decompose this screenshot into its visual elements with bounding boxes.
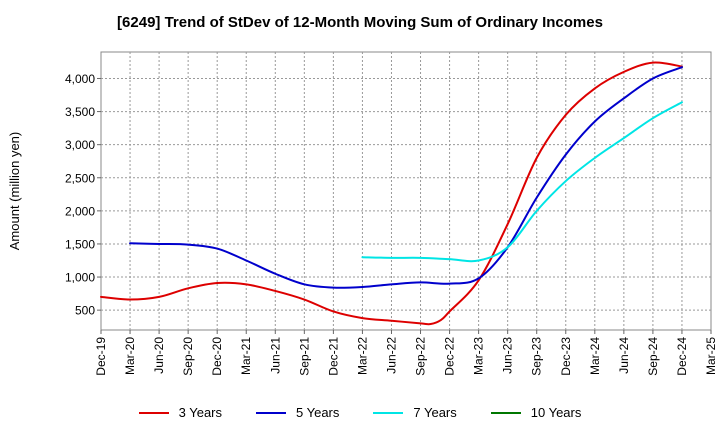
x-tick-label: Sep-22 [414, 337, 428, 376]
x-tick-label: Sep-23 [530, 337, 544, 376]
series-line-7-years [361, 101, 683, 263]
x-tick-label: Dec-22 [443, 337, 457, 376]
y-tick-label: 1,500 [65, 237, 95, 251]
x-tick-label: Mar-21 [239, 337, 253, 375]
series-line-3-years [100, 61, 683, 326]
legend-item: 3 Years [138, 405, 222, 420]
x-tick-label: Jun-22 [384, 337, 398, 374]
x-tick-label: Mar-23 [472, 337, 486, 375]
y-tick-label: 1,000 [65, 271, 95, 285]
x-tick-label: Jun-24 [617, 337, 631, 374]
y-tick-label: 3,500 [65, 105, 95, 119]
y-tick-label: 4,000 [65, 72, 95, 86]
legend-label: 7 Years [413, 405, 457, 420]
legend-label: 3 Years [178, 405, 222, 420]
x-tick-label: Mar-25 [704, 337, 718, 375]
legend-swatch [256, 411, 286, 414]
series-line-5-years [129, 66, 683, 289]
legend: 3 Years 5 Years 7 Years 10 Years [0, 405, 720, 420]
y-tick-label: 500 [75, 304, 95, 318]
x-tick-label: Jun-20 [152, 337, 166, 374]
x-tick-label: Jun-21 [268, 337, 282, 374]
x-tick-label: Dec-24 [675, 337, 689, 376]
x-tick-label: Jun-23 [501, 337, 515, 374]
y-tick-label: 3,000 [65, 138, 95, 152]
x-tick-label: Mar-20 [123, 337, 137, 375]
x-tick-label: Dec-23 [559, 337, 573, 376]
legend-label: 10 Years [530, 405, 582, 420]
chart-title: [6249] Trend of StDev of 12-Month Moving… [117, 14, 603, 31]
y-axis-ticks: 500 1,000 1,500 2,000 2,500 3,000 3,500 4,000 [65, 72, 101, 318]
x-tick-label: Sep-21 [297, 337, 311, 376]
x-tick-label: Dec-21 [326, 337, 340, 376]
legend-swatch [490, 411, 521, 414]
y-tick-label: 2,000 [65, 204, 95, 218]
y-tick-label: 2,500 [65, 171, 95, 185]
legend-swatch [373, 411, 404, 414]
legend-item: 7 Years [373, 405, 457, 420]
legend-item: 5 Years [256, 405, 339, 420]
legend-swatch [138, 411, 169, 414]
x-axis-ticks: Dec-19 Mar-20 Jun-20 Sep-20 Dec-20 Mar-21 Jun-… [94, 330, 718, 376]
y-axis-label: Amount (million yen) [7, 132, 22, 251]
x-tick-label: Dec-19 [94, 337, 108, 376]
legend-item: 10 Years [490, 405, 582, 420]
x-tick-label: Sep-20 [181, 337, 195, 376]
x-tick-label: Dec-20 [210, 337, 224, 376]
x-tick-label: Mar-24 [588, 337, 602, 375]
x-tick-label: Sep-24 [646, 337, 660, 376]
series-lines [100, 61, 683, 326]
legend-label: 5 Years [296, 405, 340, 420]
x-tick-label: Mar-22 [355, 337, 369, 375]
